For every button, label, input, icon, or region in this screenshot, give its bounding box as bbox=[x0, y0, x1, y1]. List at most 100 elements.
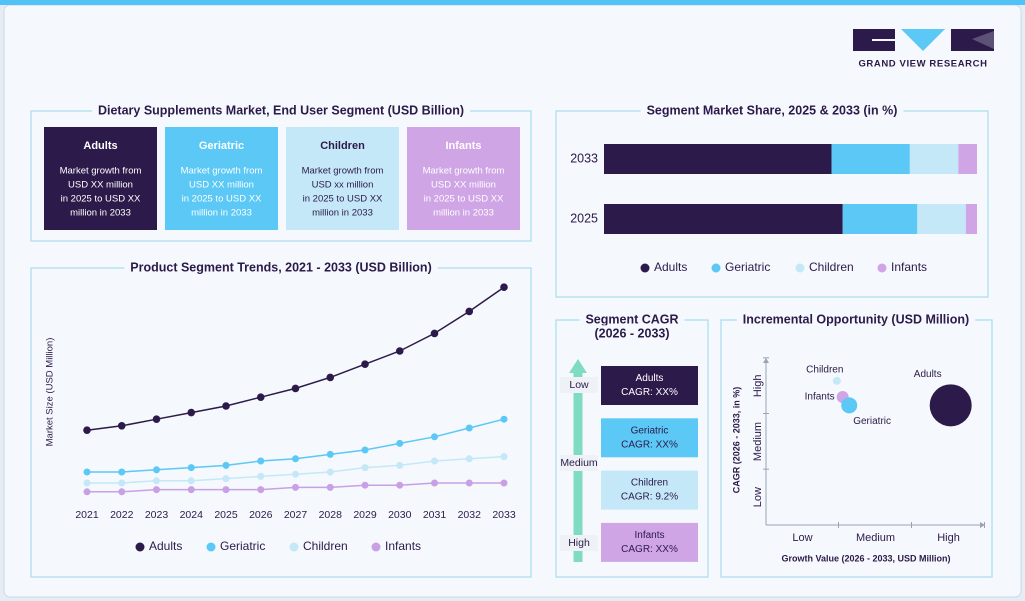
data-point bbox=[465, 307, 474, 316]
cagr-value: CAGR: 9.2% bbox=[621, 492, 678, 503]
cagr-name: Children bbox=[631, 478, 668, 489]
data-point bbox=[222, 475, 230, 483]
legend-label: Infants bbox=[385, 539, 421, 553]
legend-marker bbox=[640, 263, 650, 273]
panel bbox=[30, 267, 532, 578]
bar-segment bbox=[917, 204, 966, 234]
logo-notch bbox=[972, 31, 994, 49]
data-point bbox=[361, 360, 369, 369]
x-tick-label: 2026 bbox=[249, 509, 273, 521]
segment-card bbox=[165, 127, 278, 230]
segment-card bbox=[286, 127, 399, 230]
data-point bbox=[117, 422, 126, 430]
x-tick-label: Medium bbox=[856, 532, 895, 544]
data-point bbox=[465, 424, 473, 432]
data-point bbox=[326, 373, 335, 382]
x-tick-label: 2033 bbox=[492, 509, 516, 521]
data-point bbox=[431, 457, 438, 465]
card-text: USD XX million bbox=[68, 180, 133, 191]
data-point bbox=[83, 426, 91, 435]
data-point bbox=[431, 433, 438, 441]
logo-notch bbox=[872, 39, 895, 41]
data-point bbox=[222, 402, 230, 410]
axis-arrow bbox=[763, 358, 769, 363]
axis-arrow bbox=[980, 522, 985, 528]
card-text: Market growth from bbox=[423, 166, 505, 177]
card-text: in 2025 to USD XX bbox=[424, 194, 504, 205]
x-tick-label: High bbox=[937, 532, 960, 544]
x-axis-label: Growth Value (2026 - 2033, USD Million) bbox=[781, 553, 950, 563]
card-text: Market growth from bbox=[302, 166, 384, 177]
card-text: in 2025 to USD XX bbox=[61, 194, 141, 205]
data-point bbox=[500, 479, 508, 487]
title-background bbox=[736, 311, 976, 328]
data-point bbox=[153, 486, 160, 494]
card-text: million in 2033 bbox=[433, 208, 494, 219]
bar-segment bbox=[965, 204, 977, 234]
x-tick-label: 2023 bbox=[145, 509, 169, 521]
panel-title: Product Segment Trends, 2021 - 2033 (USD… bbox=[130, 260, 431, 274]
data-point bbox=[361, 464, 369, 472]
data-point bbox=[500, 283, 508, 292]
bar-segment bbox=[909, 144, 959, 174]
data-point bbox=[153, 477, 160, 485]
data-point bbox=[326, 468, 334, 476]
data-point bbox=[187, 486, 195, 494]
bubble-label: Adults bbox=[914, 369, 942, 380]
data-point bbox=[395, 347, 404, 355]
cagr-name: Geriatric bbox=[631, 425, 669, 436]
data-point bbox=[257, 472, 265, 480]
data-point bbox=[500, 415, 508, 423]
card-text: Market growth from bbox=[181, 166, 263, 177]
x-tick-label: 2028 bbox=[319, 509, 343, 521]
cagr-value: CAGR: XX% bbox=[621, 439, 678, 450]
panel-title: Incremental Opportunity (USD Million) bbox=[743, 312, 969, 326]
bar-segment bbox=[604, 204, 843, 234]
data-point bbox=[222, 486, 230, 494]
data-point bbox=[257, 457, 265, 465]
data-point bbox=[256, 393, 265, 402]
x-tick-label: 2032 bbox=[458, 509, 482, 521]
data-point bbox=[222, 461, 230, 469]
legend-label: Infants bbox=[891, 260, 927, 274]
logo-block bbox=[951, 29, 994, 51]
scale-label: Medium bbox=[560, 457, 598, 469]
card-text: USD XX million bbox=[189, 180, 254, 191]
logo: GRAND VIEW RESEARCH bbox=[853, 29, 994, 70]
logo-text: GRAND VIEW RESEARCH bbox=[858, 59, 987, 70]
card-name: Geriatric bbox=[199, 140, 244, 152]
cagr-name: Adults bbox=[636, 373, 664, 384]
legend-label: Adults bbox=[149, 539, 182, 553]
title-background bbox=[124, 259, 438, 276]
data-point bbox=[83, 479, 91, 487]
x-tick-label: Low bbox=[792, 532, 812, 544]
data-point bbox=[153, 466, 160, 474]
data-point bbox=[361, 446, 369, 454]
card-name: Adults bbox=[83, 140, 117, 152]
x-tick-label: 2031 bbox=[423, 509, 447, 521]
data-point bbox=[431, 479, 438, 487]
card-name: Children bbox=[320, 140, 365, 152]
data-point bbox=[187, 464, 195, 472]
data-point bbox=[465, 455, 473, 463]
legend-marker bbox=[877, 263, 887, 273]
y-tick-label: Low bbox=[752, 487, 764, 507]
bar-segment bbox=[958, 144, 977, 174]
data-point bbox=[118, 488, 126, 496]
data-point bbox=[292, 483, 299, 491]
bar-segment bbox=[604, 144, 832, 174]
legend-marker bbox=[711, 263, 721, 273]
bubble bbox=[929, 384, 972, 427]
legend-marker bbox=[289, 542, 299, 552]
y-axis-label: CAGR (2026 - 2033, in %) bbox=[731, 387, 741, 494]
legend-marker bbox=[135, 542, 145, 552]
data-point bbox=[396, 481, 404, 489]
scale-label: High bbox=[568, 537, 590, 549]
legend-marker bbox=[371, 542, 381, 552]
data-point bbox=[500, 453, 508, 461]
panel-title: Dietary Supplements Market, End User Seg… bbox=[98, 103, 464, 117]
data-point bbox=[152, 415, 161, 424]
data-point bbox=[326, 450, 334, 458]
title-background bbox=[579, 311, 685, 328]
card-text: million in 2033 bbox=[191, 208, 252, 219]
